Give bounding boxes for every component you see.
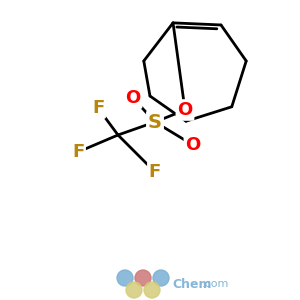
Text: F: F [72,143,84,161]
Text: S: S [148,112,162,131]
Circle shape [126,282,142,298]
Text: O: O [177,101,193,119]
Text: F: F [92,99,104,117]
Text: Chem: Chem [172,278,211,290]
Text: O: O [125,89,141,107]
Circle shape [144,282,160,298]
Text: .com: .com [202,279,230,289]
Circle shape [153,270,169,286]
Circle shape [135,270,151,286]
Circle shape [117,270,133,286]
Text: F: F [149,163,161,181]
Text: O: O [185,136,201,154]
